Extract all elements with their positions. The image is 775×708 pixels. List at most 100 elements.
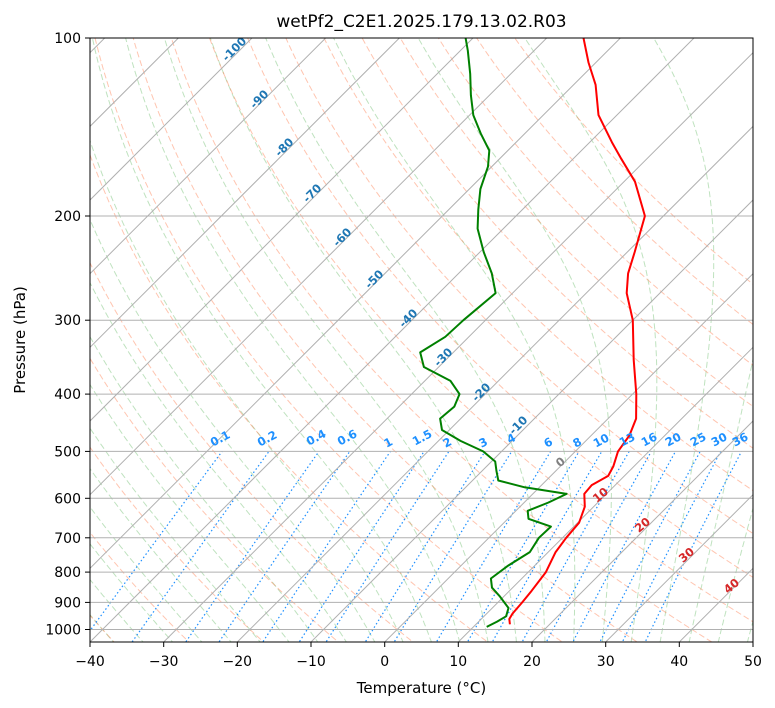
x-tick-label: 20 — [523, 654, 541, 670]
mixing-ratio-label: 16 — [639, 430, 660, 450]
dry-adiabat — [90, 261, 414, 642]
dry-adiabat — [170, 38, 713, 642]
mixing-ratio-line — [364, 451, 486, 642]
isotherm-gridlines — [90, 38, 753, 642]
moist-adiabat — [90, 578, 144, 642]
y-tick-label: 100 — [54, 31, 81, 47]
x-tick-label: 0 — [380, 654, 389, 670]
isotherm-line — [604, 493, 753, 642]
dry-adiabat — [437, 38, 753, 366]
moist-adiabat — [90, 335, 319, 642]
mixing-ratio-line — [572, 451, 677, 642]
mixing-ratio-line — [218, 451, 351, 642]
moist-adiabat — [90, 383, 290, 642]
moist-adiabat — [524, 38, 658, 642]
mixing-ratio-line — [185, 451, 320, 642]
mixing-ratio-line — [393, 451, 513, 642]
dry-adiabat — [285, 38, 753, 535]
moist-adiabat — [417, 38, 612, 642]
plot-frame — [89, 37, 754, 643]
isotherm-line — [457, 346, 753, 642]
x-tick-label: 50 — [744, 654, 762, 670]
isotherm-line — [90, 38, 327, 275]
temperature-line — [508, 38, 646, 625]
dry-adiabat — [323, 38, 753, 492]
x-axis-ticks: −40 −30 −20 −10 0 10 20 30 40 50 — [75, 642, 762, 670]
mixing-ratio-label: 10 — [591, 431, 612, 451]
moist-adiabat — [90, 218, 376, 642]
dry-adiabat — [132, 38, 638, 642]
dry-adiabat — [361, 38, 753, 449]
dry-adiabat — [90, 153, 489, 642]
moist-adiabat — [90, 543, 174, 642]
mixing-ratio-line — [435, 451, 552, 642]
isotherm-line — [310, 199, 753, 642]
y-tick-label: 400 — [54, 387, 81, 403]
dry-adiabat — [90, 531, 190, 642]
isotherm-line — [90, 38, 695, 642]
moist-adiabat — [209, 38, 518, 642]
x-tick-label: −10 — [296, 654, 326, 670]
isotherm-line — [531, 420, 753, 642]
y-tick-label: 600 — [54, 491, 81, 507]
moist-adiabat — [90, 281, 347, 642]
mixing-ratio-line — [621, 451, 722, 642]
isotherm-line — [90, 38, 401, 349]
mixing-ratio-label: 36 — [730, 430, 751, 450]
y-axis-ticks: 1000 900 800 700 600 500 400 300 200 100 — [45, 31, 90, 639]
x-tick-label: 30 — [597, 654, 615, 670]
moist-adiabat — [90, 139, 404, 642]
isotherm-line — [90, 38, 253, 201]
y-tick-label: 300 — [54, 313, 81, 329]
isobar-gridlines — [90, 38, 753, 630]
mixing-ratio-line — [90, 451, 223, 632]
y-tick-label: 200 — [54, 209, 81, 225]
moist-adiabat — [163, 38, 489, 642]
dry-adiabat — [514, 38, 753, 285]
y-tick-label: 900 — [54, 595, 81, 611]
mixing-ratio-label: 13 — [617, 430, 638, 450]
x-tick-label: −40 — [75, 654, 105, 670]
dewpoint-line — [419, 38, 568, 628]
mixing-ratio-label: 25 — [688, 430, 709, 450]
mixing-ratio-line — [599, 451, 701, 642]
dry-adiabat — [94, 38, 564, 642]
isotherm-line — [90, 38, 548, 496]
isotherm-line — [90, 38, 474, 422]
mixing-ratio-lines — [90, 451, 743, 642]
isotherm-line — [90, 38, 622, 570]
mixing-ratio-line — [466, 451, 580, 642]
y-tick-label: 800 — [54, 565, 81, 581]
x-tick-label: 10 — [449, 654, 467, 670]
sounding-series — [419, 38, 646, 628]
chart-title: wetPf2_C2E1.2025.179.13.02.R03 — [276, 12, 566, 32]
moist-adiabat — [333, 38, 576, 642]
dry-adiabat — [476, 38, 753, 326]
mixing-ratio-line — [644, 451, 743, 642]
y-tick-label: 500 — [54, 444, 81, 460]
mixing-ratio-line — [491, 451, 603, 642]
dry-adiabat — [90, 446, 265, 642]
isotherm-line — [162, 51, 753, 642]
mixing-ratio-label: 30 — [709, 430, 730, 450]
x-tick-label: −30 — [149, 654, 179, 670]
isotherm-line — [236, 125, 753, 642]
y-axis-label: Pressure (hPa) — [11, 286, 29, 394]
y-tick-label: 700 — [54, 531, 81, 547]
mixing-ratio-line — [131, 451, 270, 642]
x-tick-label: −20 — [223, 654, 253, 670]
x-axis-label: Temperature (°C) — [356, 679, 486, 697]
x-tick-label: 40 — [670, 654, 688, 670]
y-tick-label: 1000 — [45, 623, 81, 639]
moist-adiabat — [90, 467, 232, 642]
isotherm-line — [383, 272, 753, 642]
mixing-ratio-label: 20 — [663, 430, 684, 450]
dry-adiabats — [90, 38, 753, 642]
dry-adiabat — [208, 38, 753, 623]
isotherm-line — [90, 38, 180, 128]
dry-adiabat — [247, 38, 753, 578]
moist-adiabat — [125, 38, 461, 642]
mixing-ratio-line — [262, 451, 391, 642]
